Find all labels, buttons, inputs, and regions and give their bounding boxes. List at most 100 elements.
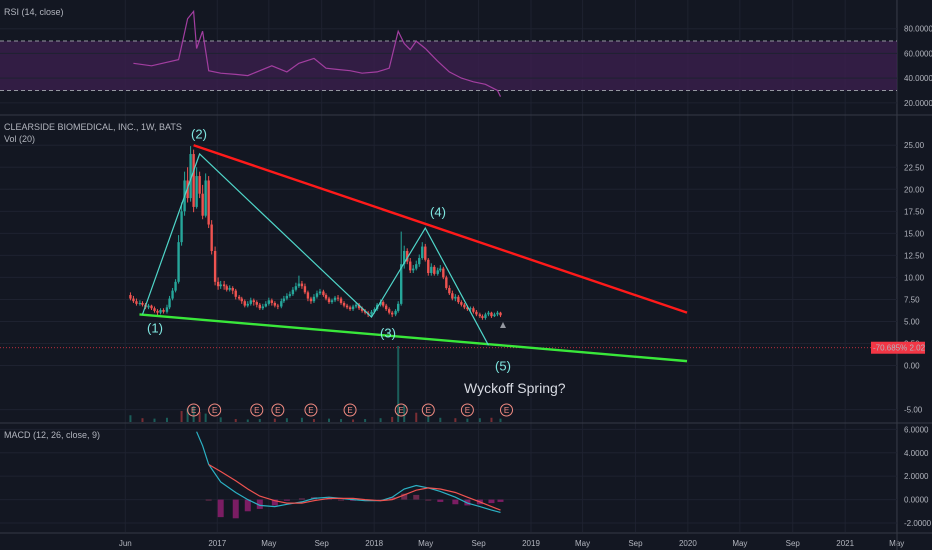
price-axis-tick: 15.00 <box>904 229 925 238</box>
price-axis-tick: 12.50 <box>904 251 925 260</box>
candle-body <box>412 268 415 271</box>
macd-histogram-bar <box>425 499 432 501</box>
candle-body <box>171 290 174 299</box>
candle-body <box>210 224 213 251</box>
candle-body <box>240 298 243 302</box>
candle-body <box>273 302 277 306</box>
price-axis-tick: 22.50 <box>904 163 925 172</box>
rsi-axis-tick: 80.0000 <box>904 25 932 34</box>
wave-label-1: (1) <box>147 320 163 336</box>
candle-body <box>360 308 364 311</box>
candle-body <box>333 297 337 301</box>
volume-bar <box>478 418 481 422</box>
candle-body <box>300 283 304 287</box>
candle-body <box>234 290 237 297</box>
candle-body <box>415 264 418 269</box>
candle-body <box>342 302 346 306</box>
candle-body <box>147 305 150 308</box>
resistance-trendline <box>193 144 688 314</box>
volume-bar <box>364 419 367 422</box>
candle-body <box>394 310 397 315</box>
earnings-marker-label: E <box>426 406 431 415</box>
candle-body <box>339 298 343 303</box>
rsi-band <box>0 41 897 91</box>
time-axis-tick: Jun <box>119 539 132 548</box>
macd-histogram-bar <box>497 499 504 502</box>
candle-body <box>481 316 484 318</box>
volume-bar <box>397 346 400 422</box>
earnings-marker <box>187 403 201 417</box>
candle-body <box>315 293 319 297</box>
volume-bar <box>204 413 207 422</box>
candle-body <box>216 281 220 287</box>
volume-bar <box>180 411 183 422</box>
earnings-marker <box>304 403 318 417</box>
earnings-marker-label: E <box>399 406 404 415</box>
candle-body <box>348 307 352 310</box>
candle-body <box>400 264 403 304</box>
volume-bar <box>153 418 156 422</box>
candle-body <box>153 308 156 311</box>
price-axis-tick: 7.50 <box>904 295 920 304</box>
volume-bar <box>234 419 237 422</box>
macd-histogram-bar <box>338 499 345 501</box>
candle-body <box>430 266 433 273</box>
time-axis-tick: 2018 <box>365 539 383 548</box>
earnings-marker-label: E <box>308 406 313 415</box>
candle-body <box>318 291 322 294</box>
candle-body <box>189 154 192 199</box>
macd-histogram-bar <box>389 497 396 500</box>
time-axis-tick: May <box>732 539 747 548</box>
candle-body <box>150 305 153 309</box>
support-trendline <box>139 313 688 363</box>
candle-body <box>496 312 499 315</box>
price-axis-tick: 0.00 <box>904 362 920 371</box>
candle-body <box>442 268 445 278</box>
candle-body <box>475 311 478 315</box>
time-axis-tick: May <box>575 539 590 548</box>
candle-body <box>243 301 246 306</box>
wave-label-5: (5) <box>495 358 511 374</box>
time-axis-tick: 2021 <box>836 539 854 548</box>
candle-body <box>192 154 195 207</box>
candle-body <box>460 302 463 305</box>
earnings-marker-label: E <box>275 406 280 415</box>
candle-body <box>201 193 204 216</box>
volume-bar <box>285 418 288 422</box>
candle-body <box>396 303 400 311</box>
volume-bar <box>466 418 469 422</box>
time-axis-tick: Sep <box>471 539 486 548</box>
volume-bar <box>379 418 382 422</box>
candle-body <box>276 305 280 307</box>
macd-title: MACD (12, 26, close, 9) <box>4 430 101 440</box>
volume-bar <box>499 418 502 422</box>
candle-body <box>255 302 258 305</box>
candle-body <box>436 270 439 274</box>
candle-body <box>472 308 475 312</box>
candle-body <box>303 286 307 293</box>
macd-histogram-bar <box>377 499 384 501</box>
earnings-marker <box>500 403 514 417</box>
elliott-wave-line <box>141 152 490 346</box>
volume-bar <box>439 417 442 422</box>
rsi-axis-tick: 40.0000 <box>904 74 932 83</box>
time-axis-tick: May <box>261 539 276 548</box>
time-axis-tick: Sep <box>315 539 330 548</box>
macd-histogram-bar <box>488 499 495 504</box>
candle-body <box>249 300 252 304</box>
earnings-marker-label: E <box>465 406 470 415</box>
price-title: CLEARSIDE BIOMEDICAL, INC., 1W, BATS <box>4 122 182 132</box>
price-axis-tick: 5.00 <box>904 317 920 326</box>
macd-histogram-bar <box>271 499 278 506</box>
candle-body <box>322 291 325 296</box>
macd-histogram-bar <box>437 499 444 502</box>
rsi-title: RSI (14, close) <box>4 7 64 17</box>
macd-axis-tick: 6.0000 <box>904 425 929 434</box>
candle-body <box>354 304 358 307</box>
price-axis-tick: 20.00 <box>904 185 925 194</box>
price-axis-tick: 25.00 <box>904 141 925 150</box>
volume-bar <box>192 405 195 422</box>
earnings-marker <box>421 403 435 417</box>
candle-body <box>469 308 472 310</box>
